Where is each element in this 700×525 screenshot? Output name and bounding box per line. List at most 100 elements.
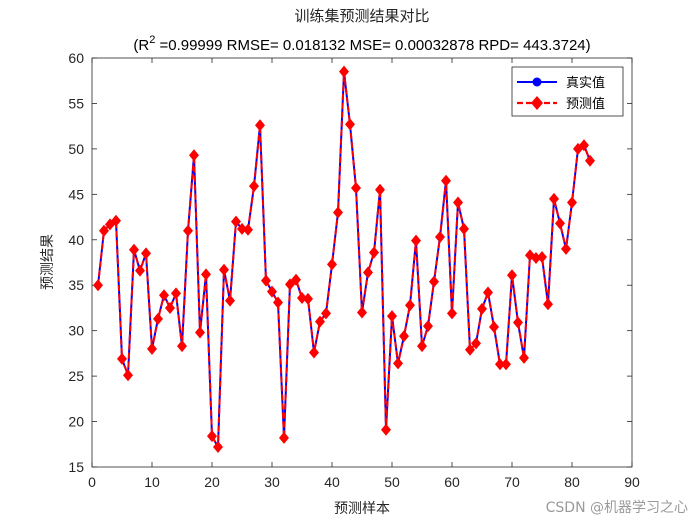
data-point-predicted [333,206,343,219]
data-point-predicted [351,181,361,194]
data-point-predicted [213,441,223,454]
data-point-predicted [441,174,451,187]
x-tick-label: 70 [504,474,520,490]
data-point-predicted [345,118,355,131]
data-point-predicted [201,268,211,281]
watermark-text: CSDN @机器学习之心 [546,500,688,516]
legend: 真实值 预测值 [511,66,624,117]
data-point-predicted [189,149,199,162]
data-point-predicted [147,342,157,355]
x-tick-label: 30 [264,474,280,490]
data-point-predicted [261,274,271,287]
data-point-predicted [183,224,193,237]
y-tick-label: 45 [68,186,84,202]
subtitle-metrics: =0.99999 RMSE= 0.018132 MSE= 0.00032878 … [155,37,590,54]
data-point-predicted [537,251,547,264]
data-point-predicted [417,340,427,353]
legend-label-pred: 预测值 [566,96,605,112]
legend-marker-true [532,77,542,87]
data-point-predicted [279,431,289,444]
data-point-predicted [393,357,403,370]
data-point-predicted [471,337,481,350]
data-point-predicted [489,321,499,334]
y-tick-label: 50 [68,141,84,157]
data-point-predicted [339,65,349,78]
data-point-predicted [93,279,103,292]
data-point-predicted [117,352,127,365]
data-point-predicted [255,119,265,132]
data-point-predicted [165,301,175,314]
data-point-predicted [561,242,571,255]
data-point-predicted [231,215,241,228]
data-point-predicted [549,192,559,205]
chart-title: 训练集预测结果对比 [294,7,429,25]
data-point-predicted [375,183,385,196]
data-point-predicted [321,307,331,320]
data-point-predicted [477,302,487,315]
data-point-predicted [429,275,439,288]
data-point-predicted [585,154,595,167]
data-point-predicted [501,358,511,371]
y-tick-label: 40 [68,232,84,248]
y-tick-label: 30 [68,323,84,339]
y-axis-label: 预测结果 [40,234,56,290]
data-point-predicted [237,222,247,235]
data-point-predicted [99,224,109,237]
data-point-predicted [207,430,217,443]
data-point-predicted [327,258,337,271]
data-point-predicted [483,286,493,299]
legend-label-true: 真实值 [566,75,605,91]
axis-tick-labels: 0 10 20 30 40 50 60 70 80 90 15 20 25 30 35 40 45 50 55 60 [68,50,640,490]
data-point-predicted [177,340,187,353]
series-markers [93,65,595,454]
data-point-predicted [381,423,391,436]
y-tick-label: 60 [68,50,84,66]
y-tick-label: 25 [68,368,84,384]
legend-marker-pred [531,96,543,110]
data-point-predicted [369,246,379,259]
data-point-predicted [399,330,409,343]
subtitle-superscript: 2 [149,34,155,46]
data-point-predicted [243,223,253,236]
data-point-predicted [129,243,139,256]
data-point-predicted [363,266,373,279]
data-point-predicted [267,285,277,298]
x-tick-label: 80 [564,474,580,490]
data-point-predicted [159,289,169,302]
data-point-predicted [507,269,517,282]
data-point-predicted [519,351,529,364]
data-point-predicted [111,214,121,227]
data-point-predicted [171,287,181,300]
data-point-predicted [195,326,205,339]
data-point-predicted [273,296,283,309]
x-tick-label: 60 [444,474,460,490]
data-point-predicted [465,343,475,356]
data-point-predicted [387,310,397,323]
data-point-predicted [297,291,307,304]
y-tick-label: 35 [68,277,84,293]
data-point-predicted [123,369,133,382]
data-point-predicted [531,251,541,264]
data-point-predicted [411,234,421,247]
data-point-predicted [543,298,553,311]
data-point-predicted [303,292,313,305]
data-point-predicted [447,307,457,320]
data-point-predicted [315,315,325,328]
x-tick-label: 50 [384,474,400,490]
data-point-predicted [219,263,229,276]
data-point-predicted [555,217,565,230]
data-point-predicted [225,294,235,307]
data-point-predicted [153,312,163,325]
x-tick-label: 0 [88,474,96,490]
data-point-predicted [249,180,259,193]
data-point-predicted [453,196,463,209]
x-axis-label: 预测样本 [334,501,390,517]
data-point-predicted [459,222,469,235]
data-point-predicted [291,273,301,286]
axis-ticks [91,57,633,468]
data-point-predicted [579,139,589,152]
y-tick-label: 20 [68,414,84,430]
legend-box [511,66,624,117]
x-tick-label: 40 [324,474,340,490]
